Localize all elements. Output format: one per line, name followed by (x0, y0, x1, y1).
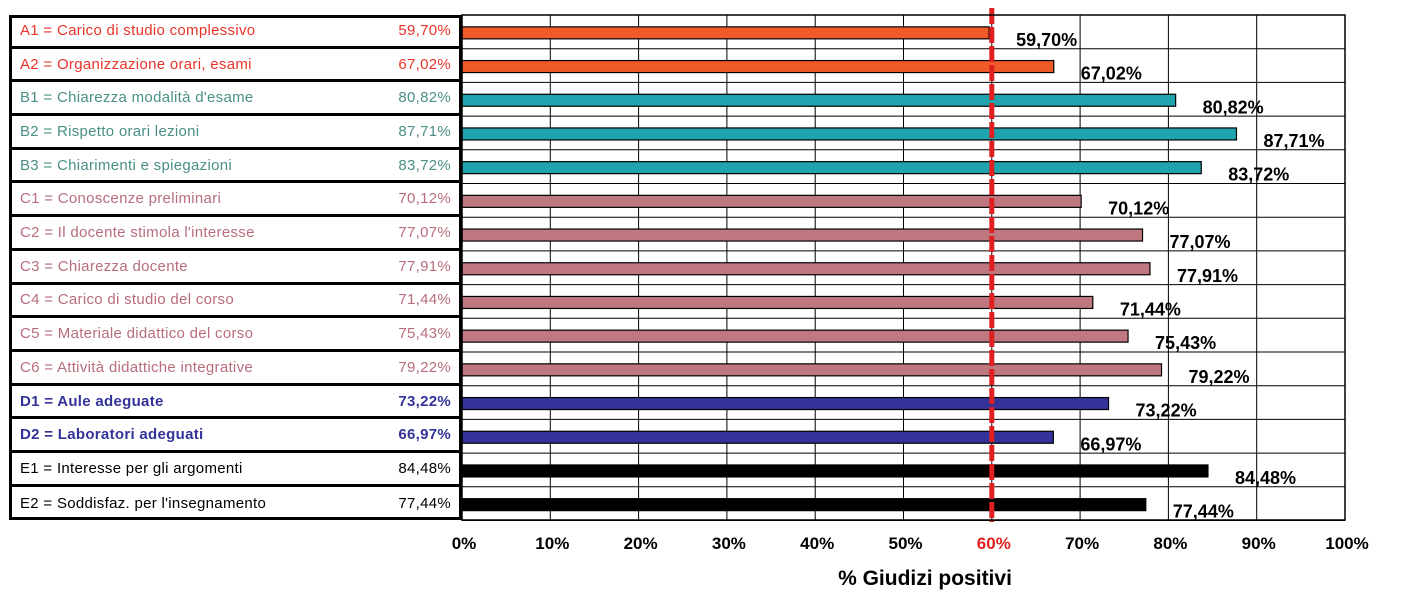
x-tick-label: 70% (1065, 534, 1099, 553)
x-tick-label: 50% (888, 534, 922, 553)
x-tick-label: 100% (1325, 534, 1368, 553)
category-percent: 80,82% (398, 89, 451, 107)
category-label: C6 = Attività didattiche integrative (20, 358, 254, 376)
category-percent: 77,44% (398, 495, 451, 513)
category-label: E2 = Soddisfaz. per l'insegnamento (20, 495, 267, 513)
category-percent: 70,12% (398, 190, 451, 208)
bar (461, 228, 1144, 242)
category-percent: 83,72% (398, 156, 451, 174)
bar (461, 262, 1151, 276)
category-label: C4 = Carico di studio del corso (20, 291, 234, 309)
plot-border (461, 14, 1346, 521)
category-percent: 73,22% (398, 392, 451, 410)
value-label: 77,07% (1170, 232, 1231, 252)
category-percent: 79,22% (398, 358, 451, 376)
category-percent: 59,70% (398, 21, 451, 39)
label-row: C3 = Chiarezza docente 77,91% (12, 251, 459, 285)
category-label: B3 = Chiarimenti e spiegazioni (20, 156, 233, 174)
category-percent: 66,97% (398, 426, 451, 444)
bar (461, 26, 990, 40)
value-label: 66,97% (1080, 434, 1141, 454)
x-tick-label: 90% (1242, 534, 1276, 553)
bar (461, 498, 1147, 512)
value-label: 71,44% (1120, 299, 1181, 319)
bar (461, 93, 1177, 107)
value-label: 59,70% (1016, 30, 1077, 50)
category-label: A1 = Carico di studio complessivo (20, 21, 256, 39)
category-label: C5 = Materiale didattico del corso (20, 325, 254, 343)
bar (461, 127, 1238, 141)
bar (461, 161, 1202, 175)
value-label: 84,48% (1235, 468, 1296, 488)
value-label: 87,71% (1263, 131, 1324, 151)
bar (461, 329, 1129, 343)
value-label: 70,12% (1108, 198, 1169, 218)
bar (461, 59, 1055, 74)
x-axis-title: % Giudizi positivi (838, 567, 1012, 590)
category-label: B2 = Rispetto orari lezioni (20, 122, 200, 140)
bar (461, 295, 1094, 310)
x-tick-label: 40% (800, 534, 834, 553)
value-label: 80,82% (1203, 97, 1264, 117)
label-table: A1 = Carico di studio complessivo 59,70% A… (9, 15, 462, 520)
category-percent: 67,02% (398, 55, 451, 73)
label-row: C6 = Attività didattiche integrative 79,2… (12, 352, 459, 386)
bar (461, 430, 1054, 444)
label-row: E1 = Interesse per gli argomenti 84,48% (12, 453, 459, 487)
category-percent: 75,43% (398, 325, 451, 343)
value-label: 75,43% (1155, 333, 1216, 353)
x-tick-label: 0% (452, 534, 477, 553)
bar (461, 194, 1082, 208)
value-label: 79,22% (1189, 367, 1250, 387)
label-row: C2 = Il docente stimola l'interesse 77,07… (12, 217, 459, 251)
x-tick-label: 80% (1153, 534, 1187, 553)
value-label: 77,44% (1173, 502, 1234, 522)
category-label: E1 = Interesse per gli argomenti (20, 459, 243, 477)
value-label: 77,91% (1177, 266, 1238, 286)
category-label: B1 = Chiarezza modalità d'esame (20, 89, 254, 107)
label-row: C1 = Conoscenze preliminari 70,12% (12, 184, 459, 218)
category-label: D2 = Laboratori adeguati (20, 426, 204, 444)
category-label: A2 = Organizzazione orari, esami (20, 55, 252, 73)
label-row: C5 = Materiale didattico del corso 75,43% (12, 318, 459, 352)
category-label: C1 = Conoscenze preliminari (20, 190, 222, 208)
label-row: B2 = Rispetto orari lezioni 87,71% (12, 116, 459, 150)
category-percent: 84,48% (398, 459, 451, 477)
value-label: 83,72% (1228, 165, 1289, 185)
label-row: A1 = Carico di studio complessivo 59,70% (12, 15, 459, 49)
category-label: C3 = Chiarezza docente (20, 257, 188, 275)
x-tick-label: 30% (712, 534, 746, 553)
category-percent: 71,44% (398, 291, 451, 309)
bar (461, 363, 1163, 377)
label-row: B1 = Chiarezza modalità d'esame 80,82% (12, 82, 459, 117)
label-row: A2 = Organizzazione orari, esami 67,02% (12, 49, 459, 83)
category-percent: 77,07% (398, 224, 451, 242)
value-label: 73,22% (1136, 401, 1197, 421)
x-tick-label: 20% (624, 534, 658, 553)
value-label: 67,02% (1081, 64, 1142, 84)
bar (461, 396, 1110, 411)
label-row: D2 = Laboratori adeguati 66,97% (12, 419, 459, 454)
label-row: D1 = Aule adeguate 73,22% (12, 386, 459, 420)
label-row: B3 = Chiarimenti e spiegazioni 83,72% (12, 150, 459, 184)
label-row: C4 = Carico di studio del corso 71,44% (12, 285, 459, 319)
label-row: E2 = Soddisfaz. per l'insegnamento 77,44% (12, 487, 459, 521)
category-label: C2 = Il docente stimola l'interesse (20, 224, 255, 242)
x-tick-label: 10% (535, 534, 569, 553)
x-tick-label: 60% (977, 534, 1011, 553)
category-label: D1 = Aule adeguate (20, 392, 164, 410)
category-percent: 77,91% (398, 257, 451, 275)
category-percent: 87,71% (398, 122, 451, 140)
bar (461, 464, 1209, 478)
